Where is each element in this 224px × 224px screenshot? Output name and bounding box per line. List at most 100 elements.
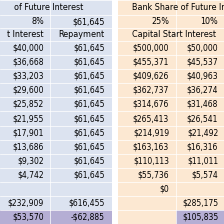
Bar (176, 154, 224, 168)
Bar (176, 168, 224, 182)
Bar (118, 140, 176, 154)
Text: $232,909: $232,909 (8, 198, 44, 207)
Bar (0, 28, 50, 41)
Bar (176, 182, 224, 196)
Bar (50, 41, 112, 55)
Bar (118, 0, 224, 15)
Text: $61,645: $61,645 (73, 128, 105, 137)
Text: $0: $0 (159, 184, 169, 194)
Bar (0, 168, 50, 182)
Text: $265,413: $265,413 (133, 114, 169, 123)
Text: $110,113: $110,113 (133, 156, 169, 165)
Text: of Future Interest: of Future Interest (14, 3, 84, 12)
Text: $314,676: $314,676 (133, 100, 169, 109)
Bar (0, 97, 50, 112)
Text: $61,645: $61,645 (73, 72, 105, 81)
Bar (112, 69, 118, 83)
Text: $455,371: $455,371 (133, 58, 169, 67)
Text: $53,570: $53,570 (12, 213, 44, 222)
Text: $61,645: $61,645 (73, 100, 105, 109)
Bar (50, 55, 112, 69)
Bar (0, 83, 50, 97)
Bar (118, 41, 176, 55)
Text: $31,468: $31,468 (187, 100, 218, 109)
Bar (112, 196, 118, 210)
Bar (112, 97, 118, 112)
Bar (0, 140, 50, 154)
Bar (176, 69, 224, 83)
Text: $61,645: $61,645 (73, 156, 105, 165)
Bar (50, 210, 112, 224)
Bar (118, 15, 176, 28)
Text: 25%: 25% (151, 17, 169, 26)
Text: $4,742: $4,742 (17, 170, 44, 179)
Bar (112, 210, 118, 224)
Text: $21,955: $21,955 (13, 114, 44, 123)
Text: $61,645: $61,645 (73, 142, 105, 151)
Text: $40,963: $40,963 (187, 72, 218, 81)
Bar (0, 41, 50, 55)
Bar (176, 140, 224, 154)
Text: $36,668: $36,668 (13, 58, 44, 67)
Text: Bank Share of Future Inte: Bank Share of Future Inte (132, 3, 224, 12)
Text: Capital Start Interest: Capital Start Interest (132, 30, 216, 39)
Bar (112, 28, 118, 41)
Text: $362,737: $362,737 (133, 86, 169, 95)
Text: $61,645: $61,645 (73, 114, 105, 123)
Bar (118, 83, 176, 97)
Text: $40,000: $40,000 (12, 43, 44, 53)
Text: $61,645: $61,645 (73, 43, 105, 53)
Text: $29,600: $29,600 (13, 86, 44, 95)
Bar (0, 154, 50, 168)
Bar (50, 97, 112, 112)
Text: $285,175: $285,175 (182, 198, 218, 207)
Bar (176, 112, 224, 125)
Bar (118, 55, 176, 69)
Bar (118, 154, 176, 168)
Text: $55,736: $55,736 (137, 170, 169, 179)
Bar (50, 112, 112, 125)
Bar (0, 55, 50, 69)
Text: $61,645: $61,645 (73, 86, 105, 95)
Text: $409,626: $409,626 (133, 72, 169, 81)
Text: $33,203: $33,203 (13, 72, 44, 81)
Bar (176, 41, 224, 55)
Bar (50, 15, 112, 28)
Bar (50, 168, 112, 182)
Text: t Interest: t Interest (7, 30, 43, 39)
Text: $11,011: $11,011 (187, 156, 218, 165)
Bar (0, 15, 50, 28)
Bar (176, 83, 224, 97)
Bar (112, 125, 118, 140)
Text: $25,852: $25,852 (13, 100, 44, 109)
Bar (0, 196, 50, 210)
Bar (50, 154, 112, 168)
Bar (176, 97, 224, 112)
Bar (0, 210, 50, 224)
Text: 10%: 10% (200, 17, 218, 26)
Bar (112, 41, 118, 55)
Bar (118, 125, 176, 140)
Bar (176, 210, 224, 224)
Bar (176, 15, 224, 28)
Bar (50, 28, 112, 41)
Bar (118, 69, 176, 83)
Text: $36,274: $36,274 (187, 86, 218, 95)
Bar (112, 168, 118, 182)
Text: $61,645: $61,645 (72, 17, 105, 26)
Bar (112, 15, 118, 28)
Bar (112, 182, 118, 196)
Text: $16,316: $16,316 (187, 142, 218, 151)
Bar (118, 28, 224, 41)
Bar (112, 83, 118, 97)
Bar (50, 125, 112, 140)
Bar (50, 182, 112, 196)
Bar (50, 69, 112, 83)
Bar (118, 210, 176, 224)
Bar (50, 140, 112, 154)
Text: $105,835: $105,835 (182, 213, 218, 222)
Bar (112, 154, 118, 168)
Bar (0, 112, 50, 125)
Bar (112, 0, 118, 15)
Text: $61,645: $61,645 (73, 170, 105, 179)
